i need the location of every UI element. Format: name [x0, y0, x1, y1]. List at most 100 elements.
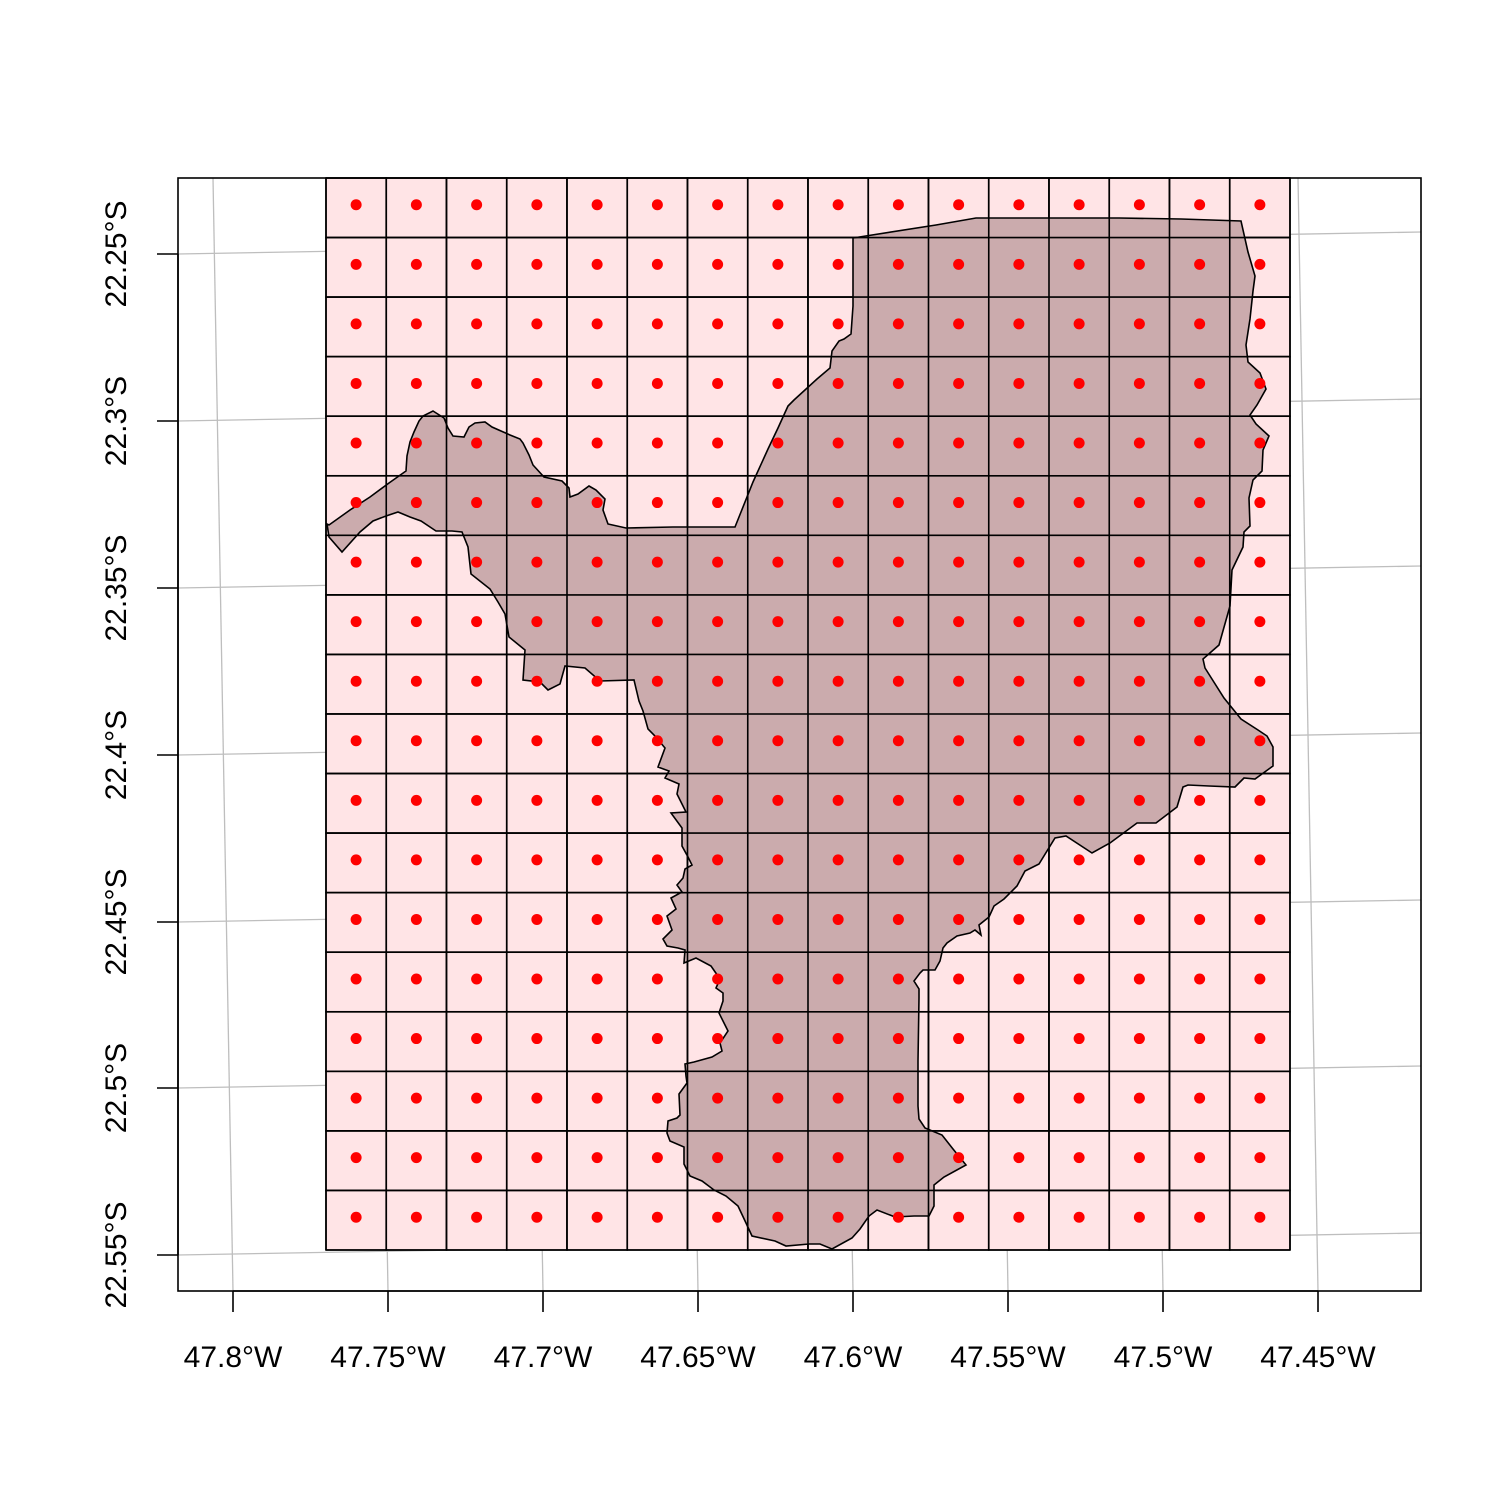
centroid-point: [410, 199, 422, 211]
centroid-point: [832, 258, 844, 270]
centroid-point: [591, 913, 603, 925]
centroid-point: [1073, 913, 1085, 925]
centroid-point: [953, 377, 965, 389]
centroid-point: [892, 794, 904, 806]
centroid-point: [832, 973, 844, 985]
centroid-point: [953, 556, 965, 568]
centroid-point: [772, 735, 784, 747]
y-tick-label: 22.55°S: [100, 1201, 133, 1308]
grid-lines-overlay: [325, 177, 1291, 1251]
centroid-point: [712, 556, 724, 568]
centroid-point: [892, 735, 904, 747]
centroid-point: [712, 318, 724, 330]
centroid-point: [1013, 258, 1025, 270]
centroid-point: [410, 258, 422, 270]
centroid-point: [1133, 1092, 1145, 1104]
centroid-point: [892, 913, 904, 925]
centroid-point: [1073, 318, 1085, 330]
centroid-point: [651, 1092, 663, 1104]
centroid-point: [1194, 675, 1206, 687]
centroid-point: [772, 854, 784, 866]
centroid-point: [531, 675, 543, 687]
centroid-point: [410, 973, 422, 985]
centroid-point: [712, 258, 724, 270]
centroid-point: [531, 794, 543, 806]
centroid-point: [953, 199, 965, 211]
centroid-point: [832, 318, 844, 330]
centroid-point: [1013, 1211, 1025, 1223]
centroid-point: [651, 854, 663, 866]
y-axis: 22.25°S 22.3°S 22.35°S 22.4°S 22.45°S 22…: [100, 200, 179, 1309]
centroid-point: [892, 258, 904, 270]
centroid-point: [471, 913, 483, 925]
centroid-point: [1194, 854, 1206, 866]
centroid-point: [953, 318, 965, 330]
centroid-point: [1254, 377, 1266, 389]
centroid-point: [1194, 1152, 1206, 1164]
centroid-point: [591, 1092, 603, 1104]
centroid-point: [471, 1033, 483, 1045]
centroid-point: [953, 1092, 965, 1104]
centroid-point: [1133, 556, 1145, 568]
centroid-point: [1013, 794, 1025, 806]
centroid-point: [531, 258, 543, 270]
centroid-point: [1133, 318, 1145, 330]
centroid-point: [712, 1092, 724, 1104]
centroid-point: [953, 1033, 965, 1045]
centroid-point: [471, 973, 483, 985]
x-tick-label: 47.75°W: [330, 1341, 446, 1374]
centroid-point: [591, 377, 603, 389]
centroid-point: [712, 1033, 724, 1045]
centroid-point: [591, 437, 603, 449]
centroid-point: [651, 1211, 663, 1223]
centroid-point: [772, 1152, 784, 1164]
centroid-point: [410, 913, 422, 925]
centroid-point: [1133, 199, 1145, 211]
centroid-point: [531, 1033, 543, 1045]
centroid-point: [892, 497, 904, 509]
centroid-point: [832, 675, 844, 687]
centroid-point: [350, 437, 362, 449]
centroid-point: [892, 318, 904, 330]
centroid-point: [953, 735, 965, 747]
centroid-point: [772, 556, 784, 568]
axes: 47.8°W 47.75°W 47.7°W 47.65°W 47.6°W 47.…: [100, 200, 1376, 1374]
centroid-point: [832, 1092, 844, 1104]
centroid-point: [651, 199, 663, 211]
centroid-point: [1013, 1152, 1025, 1164]
centroid-point: [651, 675, 663, 687]
centroid-point: [591, 735, 603, 747]
centroid-point: [350, 794, 362, 806]
centroid-point: [591, 318, 603, 330]
centroid-point: [953, 437, 965, 449]
centroid-point: [471, 675, 483, 687]
centroid-point: [772, 437, 784, 449]
y-tick-label: 22.35°S: [100, 534, 133, 641]
centroid-point: [772, 1033, 784, 1045]
centroid-point: [471, 199, 483, 211]
centroid-point: [772, 258, 784, 270]
centroid-point: [651, 1033, 663, 1045]
centroid-point: [1133, 854, 1145, 866]
centroid-point: [1073, 497, 1085, 509]
centroid-point: [591, 258, 603, 270]
centroid-point: [651, 556, 663, 568]
centroid-point: [350, 735, 362, 747]
centroid-point: [1013, 675, 1025, 687]
centroid-point: [1254, 1211, 1266, 1223]
centroid-point: [471, 1152, 483, 1164]
y-tick-label: 22.25°S: [100, 200, 133, 307]
centroid-point: [772, 794, 784, 806]
centroid-point: [1013, 437, 1025, 449]
centroid-point: [953, 616, 965, 628]
centroid-point: [712, 854, 724, 866]
centroid-point: [1133, 258, 1145, 270]
centroid-point: [1073, 616, 1085, 628]
centroid-point: [712, 199, 724, 211]
centroid-point: [712, 437, 724, 449]
y-tick-label: 22.4°S: [100, 710, 133, 800]
centroid-point: [953, 497, 965, 509]
centroid-point: [772, 1211, 784, 1223]
centroid-point: [892, 437, 904, 449]
